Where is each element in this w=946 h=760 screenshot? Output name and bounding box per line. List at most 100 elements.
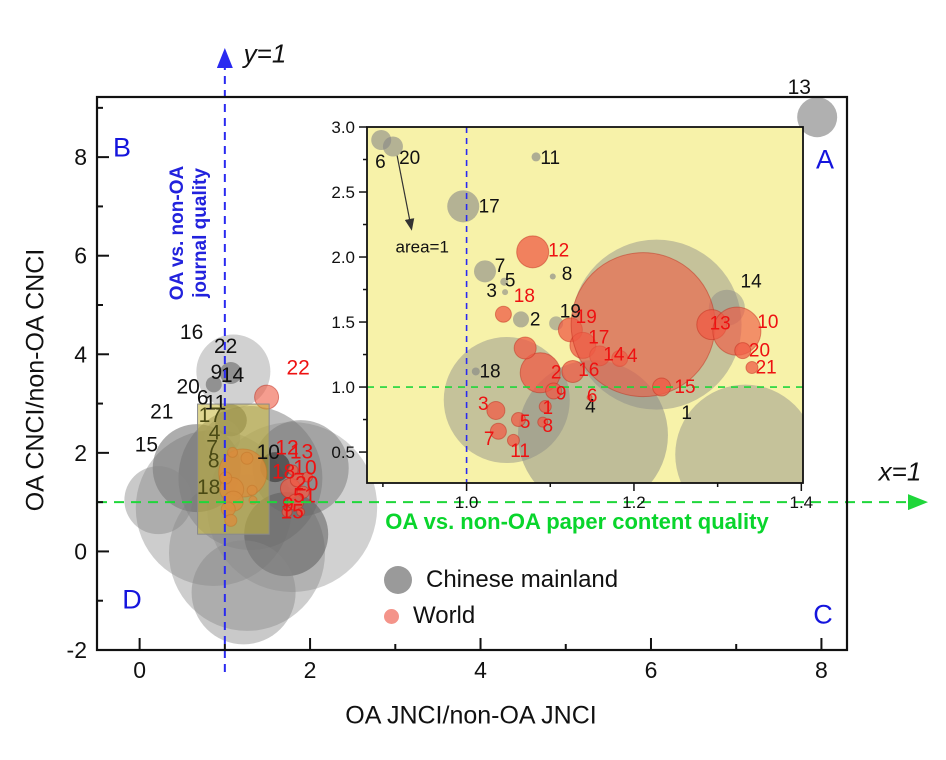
inset-bubble-world — [506, 433, 520, 447]
inset-y-tick-label: 0.5 — [331, 443, 355, 462]
inset-point-label: 1 — [542, 398, 553, 419]
inset-bubble-world — [586, 394, 593, 401]
inset-bubble-chinese-mainland — [382, 136, 403, 157]
inset-bubble-world — [537, 416, 549, 428]
gray-bubble-swatch — [384, 566, 412, 594]
inset-y-tick-label: 2.0 — [331, 248, 355, 267]
point-label: 13 — [788, 76, 811, 99]
inset-bubble-world — [734, 342, 752, 360]
inset-point-label: 14 — [741, 272, 763, 293]
bubble-chinese-mainland — [205, 376, 222, 393]
bubble-world — [302, 471, 314, 483]
inset-bubble-chinese-mainland — [500, 277, 509, 286]
y-tick-label: 8 — [74, 144, 87, 170]
bubble-chinese-mainland — [219, 362, 242, 385]
bubble-chinese-mainland — [124, 466, 193, 535]
bubble-chinese-mainland — [252, 420, 349, 517]
main-point-labels: 1622914206112115174781810132212131018205… — [135, 76, 811, 523]
inset-point-label: 2 — [530, 309, 541, 330]
inset-bubble-chinese-mainland — [675, 384, 803, 483]
zoom-region-rect — [197, 403, 270, 535]
x-tick-label: 4 — [474, 657, 487, 683]
inset-point-label: 13 — [710, 313, 731, 334]
quadrant-label-a: A — [815, 144, 835, 175]
quadrant-label-b: B — [112, 132, 132, 163]
inset-ticks — [359, 126, 803, 491]
x-tick-label: 8 — [815, 657, 828, 683]
vline-equation-label: y=1 — [243, 38, 287, 69]
inset-point-label: 5 — [505, 270, 516, 291]
inset-point-label: 8 — [562, 264, 573, 285]
inset-bubble-world — [510, 412, 526, 428]
journal-quality-caption-line2: journal quality — [190, 168, 211, 298]
inset-point-label: 3 — [486, 281, 497, 302]
point-label: 17 — [199, 404, 222, 427]
legend: Chinese mainland World — [384, 566, 618, 638]
bubble-chinese-mainland — [191, 540, 296, 645]
inset-point-label: 14 — [603, 345, 625, 366]
y-tick-label: 4 — [74, 341, 87, 367]
inset-bubble-world — [745, 361, 759, 375]
point-label: 20 — [295, 472, 318, 495]
inset-bubble-chinese-mainland — [473, 260, 496, 283]
legend-row-world: World — [384, 602, 618, 630]
inset-bubble-world — [561, 359, 585, 383]
point-label: 20 — [177, 375, 200, 398]
inset-bubble-chinese-mainland — [471, 367, 480, 376]
inset-bubble-world — [538, 400, 552, 414]
inset-point-label: 19 — [576, 307, 597, 328]
inset-point-label: 7 — [484, 429, 495, 450]
inset-point-label: 3 — [478, 394, 489, 415]
legend-label-world: World — [413, 602, 476, 629]
inset-frame — [366, 126, 804, 484]
inset-point-label: 15 — [674, 377, 695, 398]
point-label: 14 — [221, 364, 245, 387]
point-label: 12 — [275, 436, 298, 459]
inset-bubble-chinese-mainland — [531, 152, 541, 162]
inset-point-label: 18 — [479, 361, 500, 382]
inset-bubble-world — [516, 235, 550, 269]
point-label: 8 — [208, 450, 220, 473]
inset-x-tick-label: 1.2 — [622, 493, 646, 512]
bubble-world — [296, 507, 306, 517]
y-tick-label: 2 — [74, 440, 87, 466]
point-label: 7 — [206, 436, 218, 459]
point-label: 22 — [286, 357, 309, 380]
inset-y-tick-label: 3.0 — [331, 118, 355, 137]
inset-point-label: 2 — [551, 363, 562, 384]
paper-quality-caption: OA vs. non-OA paper content quality — [385, 509, 769, 534]
bubble-chinese-mainland — [797, 97, 838, 138]
point-label: 10 — [257, 441, 280, 464]
bubble-world — [287, 464, 299, 476]
y-tick-label: -2 — [67, 637, 87, 663]
inset-point-label: 6 — [375, 152, 386, 173]
area-annotation-text: area=1 — [396, 238, 449, 257]
point-label: 15 — [135, 433, 158, 456]
point-label: 4 — [209, 422, 221, 445]
point-label: 9 — [282, 494, 294, 517]
inset-point-label: 17 — [479, 196, 500, 217]
x-tick-label: 2 — [304, 657, 317, 683]
inset-point-label: 17 — [588, 328, 609, 349]
inset-bubble-chinese-mainland — [512, 311, 529, 328]
inset-point-label: 21 — [756, 358, 777, 379]
inset-bubble-world — [489, 422, 507, 440]
inset-point-label: 16 — [578, 360, 599, 381]
point-label: 10 — [293, 457, 316, 480]
quadrant-label-c: C — [813, 599, 833, 630]
inset-y-tick-label: 1.0 — [331, 378, 355, 397]
inset-point-label: 7 — [495, 256, 506, 277]
inset-point-label: 11 — [510, 441, 530, 462]
y-axis-title: OA CNCI/non-OA CNCI — [21, 248, 50, 512]
point-label: 16 — [180, 321, 203, 344]
inset-bubble-world — [494, 305, 512, 323]
x-tick-label: 0 — [133, 657, 146, 683]
inset-point-label: 4 — [585, 397, 596, 418]
inset-bubble-world — [486, 400, 506, 420]
inset-point-label: 10 — [757, 312, 778, 333]
quadrant-label-d: D — [122, 584, 142, 615]
point-label: 11 — [205, 392, 227, 415]
